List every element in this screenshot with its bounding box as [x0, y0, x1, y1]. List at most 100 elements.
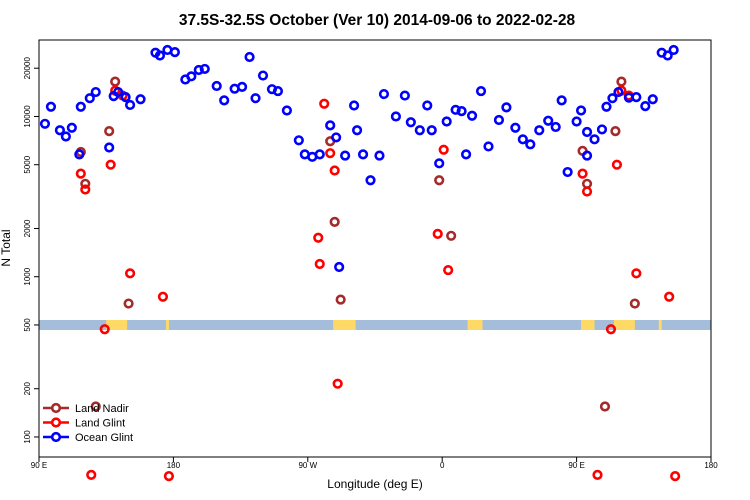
ocean-glint-point — [236, 81, 248, 92]
land-glint-point — [631, 268, 642, 279]
y-axis-label: N Total — [0, 229, 13, 266]
land-glint-point — [592, 469, 603, 480]
land-nadir-point — [104, 126, 115, 137]
land-glint-point — [157, 291, 169, 302]
ocean-glint-point — [647, 94, 658, 105]
land-glint-point — [325, 148, 336, 159]
extra-point — [334, 261, 345, 273]
legend-marker-ocean-glint — [50, 431, 62, 443]
ocean-glint-point — [219, 95, 230, 106]
ocean-glint-point — [581, 126, 593, 138]
land-nadir-point — [599, 401, 611, 412]
ocean-glint-point — [331, 132, 342, 143]
land-glint-point — [577, 168, 588, 179]
ocean-glint-point — [104, 142, 115, 153]
land-nadir-point — [434, 175, 445, 186]
ocean-glint-point — [365, 175, 376, 186]
ocean-glint-point — [357, 149, 369, 160]
land-nadir-point — [335, 294, 346, 305]
x-tick-label: 90 E — [31, 461, 47, 470]
ocean-glint-point — [66, 122, 77, 133]
ocean-glint-point — [543, 115, 554, 126]
ocean-glint-point — [562, 166, 573, 178]
ocean-glint-point — [640, 101, 651, 112]
map-land — [613, 320, 635, 330]
ocean-glint-point — [510, 122, 521, 133]
ocean-glint-point — [450, 104, 461, 115]
ocean-glint-point — [113, 86, 124, 98]
map-land — [333, 320, 356, 330]
land-glint-point — [80, 184, 91, 195]
map-ocean — [39, 320, 711, 330]
land-nadir-point — [629, 298, 640, 309]
ocean-glint-point — [399, 90, 410, 101]
ocean-glint-point — [501, 102, 512, 113]
ocean-glint-point — [581, 150, 593, 161]
ocean-glint-point — [250, 93, 261, 104]
ocean-glint-point — [135, 94, 146, 105]
ocean-glint-point — [293, 135, 304, 146]
land-glint-point — [581, 186, 593, 197]
ocean-glint-point — [199, 63, 210, 75]
ocean-glint-point — [441, 116, 452, 127]
ocean-glint-point — [390, 111, 402, 122]
land-glint-point — [332, 378, 343, 389]
ocean-glint-point — [314, 149, 325, 160]
ocean-glint-point — [596, 124, 608, 135]
x-tick-label: 90 E — [568, 461, 584, 470]
ocean-glint-point — [374, 150, 385, 161]
ocean-glint-point — [186, 71, 197, 82]
ocean-glint-point — [575, 105, 587, 116]
data-points — [39, 44, 681, 482]
y-tick-label: 100 — [23, 430, 32, 444]
ocean-glint-point — [281, 105, 292, 116]
land-glint-point — [605, 324, 617, 335]
map-strip — [39, 320, 711, 330]
y-tick-label: 200 — [23, 382, 32, 396]
ocean-glint-point — [257, 70, 269, 81]
ocean-glint-point — [422, 100, 433, 111]
ocean-glint-point — [466, 110, 478, 121]
ocean-glint-point — [517, 134, 528, 145]
ocean-glint-point — [84, 93, 95, 104]
ocean-glint-point — [607, 93, 618, 104]
ocean-glint-point — [193, 64, 204, 76]
land-glint-point — [611, 159, 623, 170]
y-tick-label: 500 — [23, 318, 32, 332]
ocean-glint-point — [475, 85, 487, 97]
ocean-glint-point — [534, 125, 545, 136]
y-tick-label: 2000 — [23, 219, 32, 237]
plot-frame — [38, 39, 712, 458]
ocean-glint-point — [154, 50, 166, 61]
ocean-glint-point — [325, 120, 336, 131]
ocean-glint-point — [90, 86, 101, 98]
map-land — [467, 320, 483, 330]
ocean-glint-point — [434, 158, 445, 169]
ocean-glint-point — [340, 150, 351, 161]
land-glint-point — [124, 268, 136, 279]
ocean-glint-point — [60, 131, 71, 142]
legend-label-land-glint: Land Glint — [75, 418, 125, 430]
ocean-glint-point — [556, 95, 567, 106]
land-glint-point — [670, 471, 681, 482]
ocean-glint-point — [668, 44, 679, 56]
land-glint-point — [319, 98, 330, 109]
map-land — [165, 320, 169, 330]
legend: Land Nadir Land Glint Ocean Glint — [43, 402, 133, 444]
ocean-glint-point — [54, 125, 66, 136]
land-glint-point — [163, 471, 175, 482]
land-glint-point — [105, 159, 116, 170]
land-nadir-point — [90, 401, 101, 412]
land-nadir-point — [616, 76, 627, 87]
map-land — [658, 320, 662, 330]
legend-label-land-nadir: Land Nadir — [75, 403, 129, 415]
x-tick-label: 90 W — [298, 461, 317, 470]
land-glint-point — [314, 258, 325, 270]
ocean-glint-point — [378, 88, 390, 100]
ocean-glint-point — [405, 117, 416, 128]
land-glint-point — [75, 168, 86, 179]
y-tick-label: 10000 — [23, 105, 32, 128]
land-glint-point — [664, 291, 675, 302]
land-glint-point — [432, 228, 443, 240]
